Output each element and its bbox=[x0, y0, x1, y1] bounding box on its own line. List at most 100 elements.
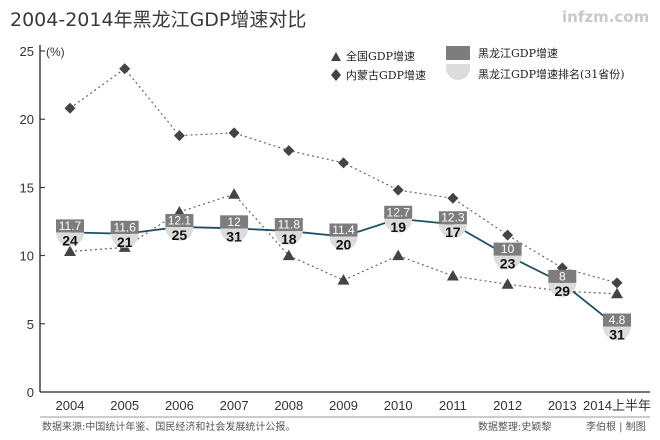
heilongjiang-value-box bbox=[110, 220, 139, 234]
rank-label: 31 bbox=[609, 327, 625, 343]
heilongjiang-value-label: 12.3 bbox=[441, 211, 465, 225]
heilongjiang-value-label: 10 bbox=[501, 242, 515, 256]
legend-label-inner-mongolia: 内蒙古GDP增速 bbox=[346, 68, 426, 82]
national-point bbox=[337, 274, 350, 285]
rank-label: 17 bbox=[445, 224, 461, 240]
x-tick-label: 2004 bbox=[56, 398, 85, 413]
x-tick-label: 2005 bbox=[110, 398, 139, 413]
rank-label: 18 bbox=[281, 231, 297, 247]
heilongjiang-value-label: 11.6 bbox=[113, 220, 136, 234]
heilongjiang-value-box bbox=[438, 211, 467, 225]
rank-label: 20 bbox=[336, 237, 352, 253]
x-tick-label: 2014上半年 bbox=[583, 398, 651, 413]
heilongjiang-value-box bbox=[329, 223, 358, 237]
national-point bbox=[228, 188, 241, 199]
footer-credit-data: 数据整理:史颖黎 bbox=[478, 420, 551, 433]
heilongjiang-value-box bbox=[274, 218, 303, 232]
inner-mongolia-point bbox=[119, 63, 131, 75]
national-point bbox=[392, 249, 405, 261]
inner-mongolia-point bbox=[64, 102, 76, 114]
x-tick-label: 2013 bbox=[548, 398, 577, 413]
footer-credit-chart: 李伯根 | 制图 bbox=[586, 420, 646, 433]
inner-mongolia-point bbox=[173, 130, 185, 142]
legend-disc-top bbox=[446, 64, 470, 68]
heilongjiang-value-box bbox=[493, 242, 522, 256]
brand-watermark: infzm.com bbox=[562, 8, 649, 26]
series-line-inner-mongolia bbox=[69, 67, 618, 284]
legend-triangle-icon bbox=[331, 52, 341, 61]
heilongjiang-value-box bbox=[603, 313, 631, 327]
legend-label-national: 全国GDP增速 bbox=[346, 49, 415, 63]
inner-mongolia-point bbox=[283, 145, 295, 157]
heilongjiang-value-box bbox=[548, 269, 577, 283]
rank-disc bbox=[603, 326, 631, 341]
rank-disc bbox=[274, 231, 303, 246]
heilongjiang-value-box bbox=[220, 215, 249, 229]
series-line-national bbox=[69, 193, 618, 295]
heilongjiang-value-box bbox=[165, 213, 194, 227]
y-tick-label: 15 bbox=[20, 180, 34, 195]
heilongjiang-value-label: 11.8 bbox=[278, 218, 301, 232]
series-marks: 11.72411.62112.125123111.81811.42012.719… bbox=[56, 63, 631, 343]
heilongjiang-value-label: 8 bbox=[559, 269, 566, 283]
x-tick-label: 2007 bbox=[220, 398, 249, 413]
rank-label: 19 bbox=[390, 219, 406, 235]
y-axis-unit: (%) bbox=[46, 45, 65, 59]
rank-disc bbox=[384, 218, 413, 233]
rank-disc bbox=[438, 224, 467, 239]
heilongjiang-value-box bbox=[384, 205, 413, 219]
national-point bbox=[64, 245, 76, 257]
rank-label: 31 bbox=[226, 228, 242, 244]
legend: 全国GDP增速 内蒙古GDP增速 黑龙江GDP增速 黑龙江GDP增速排名(31省… bbox=[331, 46, 625, 82]
inner-mongolia-point bbox=[611, 277, 623, 289]
national-point bbox=[611, 287, 623, 299]
x-tick-label: 2010 bbox=[384, 398, 413, 413]
rank-disc bbox=[548, 282, 577, 297]
legend-disc-icon bbox=[446, 68, 470, 80]
inner-mongolia-point bbox=[338, 157, 349, 169]
national-point bbox=[446, 270, 459, 281]
y-tick-label: 10 bbox=[20, 249, 34, 264]
rank-disc bbox=[329, 236, 358, 251]
y-tick-label: 0 bbox=[27, 385, 34, 400]
footer-source: 数据来源:中国统计年鉴、国民经济和社会发展统计公报。 bbox=[42, 420, 295, 433]
national-point bbox=[173, 205, 186, 217]
chart-title: 2004-2014年黑龙江GDP增速对比 bbox=[10, 9, 306, 31]
heilongjiang-value-label: 11.7 bbox=[59, 219, 82, 233]
x-tick-label: 2006 bbox=[165, 398, 194, 413]
rank-disc bbox=[165, 226, 194, 241]
y-tick-label: 20 bbox=[20, 112, 34, 127]
rank-label: 21 bbox=[117, 234, 133, 250]
y-tick-label: 25 bbox=[20, 44, 34, 59]
heilongjiang-value-label: 12 bbox=[227, 215, 241, 229]
legend-box-icon bbox=[446, 46, 470, 60]
legend-diamond-icon bbox=[331, 69, 341, 81]
rank-label: 29 bbox=[555, 283, 571, 299]
inner-mongolia-point bbox=[392, 184, 404, 196]
rank-label: 25 bbox=[172, 227, 188, 243]
series-lines bbox=[69, 67, 618, 328]
heilongjiang-value-label: 12.1 bbox=[168, 213, 192, 227]
national-point bbox=[501, 278, 514, 289]
heilongjiang-value-label: 4.8 bbox=[609, 313, 626, 327]
x-tick-label: 2008 bbox=[274, 398, 303, 413]
x-tick-label: 2012 bbox=[493, 398, 522, 413]
heilongjiang-value-box bbox=[56, 219, 84, 233]
heilongjiang-value-label: 11.4 bbox=[332, 223, 355, 237]
national-point bbox=[282, 249, 295, 261]
rank-disc bbox=[110, 233, 139, 248]
rank-label: 23 bbox=[500, 256, 516, 272]
rank-label: 24 bbox=[62, 232, 78, 248]
x-tick-label: 2009 bbox=[329, 398, 358, 413]
heilongjiang-value-label: 12.7 bbox=[387, 205, 411, 219]
legend-label-rank: 黑龙江GDP增速排名(31省份) bbox=[478, 67, 625, 81]
inner-mongolia-point bbox=[502, 229, 514, 241]
rank-disc bbox=[493, 255, 522, 270]
y-tick-label: 5 bbox=[27, 317, 34, 332]
x-tick-label: 2011 bbox=[439, 398, 467, 413]
legend-label-heilongjiang: 黑龙江GDP增速 bbox=[478, 46, 558, 60]
inner-mongolia-point bbox=[228, 127, 240, 139]
rank-disc bbox=[56, 232, 84, 247]
